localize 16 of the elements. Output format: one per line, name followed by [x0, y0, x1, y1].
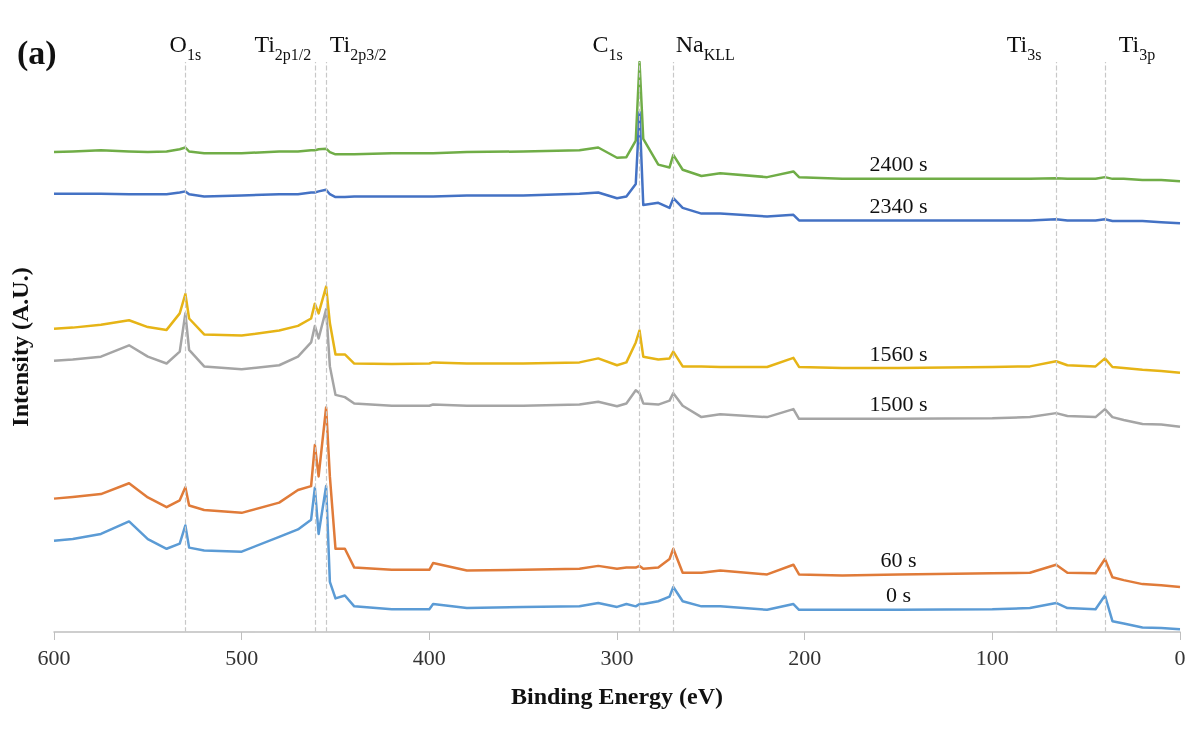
x-tick-label: 400: [412, 644, 446, 670]
x-tick-label: 200: [788, 644, 822, 670]
x-axis-title: Binding Energy (eV): [510, 683, 724, 709]
x-tick-label: 0: [1174, 644, 1186, 670]
series-label: 1500 s: [869, 391, 928, 417]
y-axis-title: Intensity (A.U.): [7, 267, 33, 427]
x-tick-label: 600: [37, 644, 71, 670]
x-tick-label: 500: [225, 644, 259, 670]
series-label: 2400 s: [869, 151, 928, 177]
series-label: 0 s: [885, 582, 912, 608]
series-label: 60 s: [880, 546, 917, 572]
chart-title: (a): [17, 33, 57, 72]
x-tick-label: 300: [600, 644, 634, 670]
x-tick-label: 100: [975, 644, 1009, 670]
series-label: 2340 s: [869, 192, 928, 218]
series-label: 1560 s: [869, 340, 928, 366]
